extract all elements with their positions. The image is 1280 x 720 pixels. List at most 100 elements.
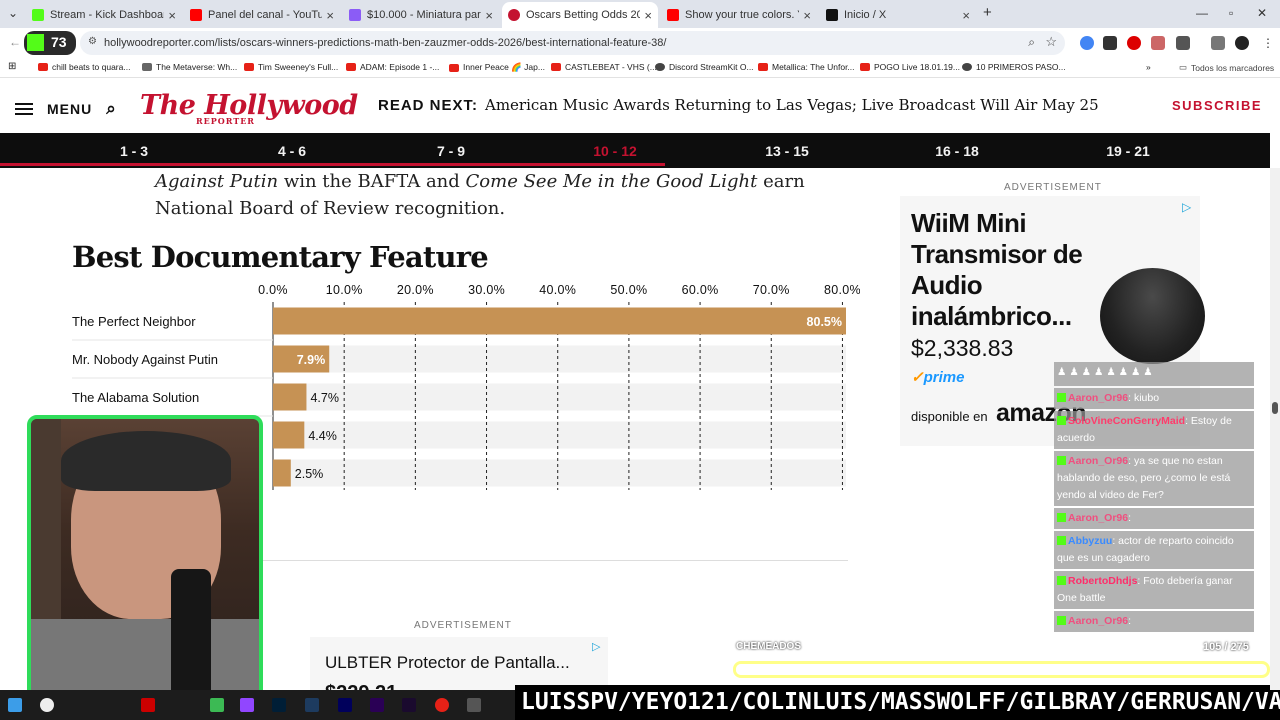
read-next-link[interactable]: American Music Awards Returning to Las V… [485,96,1099,114]
bookmarks-folder[interactable]: ▭ Todos los marcadores [1179,62,1274,73]
category-label: Mr. Nobody Against Putin [72,352,218,367]
taskbar-app-icon[interactable] [210,698,224,712]
menu-button[interactable]: MENU ⌕ [15,99,117,119]
bookmark-label: Metallica: The Unfor... [772,62,855,72]
browser-tab-3[interactable]: Oscars Betting Odds 2026: Predictions× [502,2,658,28]
bookmark-label: Inner Peace 🌈 Jap... [463,62,545,72]
close-icon[interactable]: × [803,7,811,23]
close-icon[interactable]: × [644,7,652,23]
page-link-7-9[interactable]: 7 - 9 [436,143,466,159]
bookmark-label: chill beats to quara... [52,62,131,72]
page-link-13-15[interactable]: 13 - 15 [765,143,809,159]
bar [273,383,307,411]
search-icon[interactable]: ⌕ [106,99,117,118]
taskbar-app-icon[interactable] [467,698,481,712]
chat-username: SoloVineConGerryMaid [1068,415,1186,427]
paragraph-text: win the BAFTA and [278,171,466,192]
browser-tab-1[interactable]: Panel del canal - YouTube Studio× [184,2,340,28]
extension-icon[interactable] [1080,36,1094,50]
media-control-icon[interactable] [1211,36,1225,50]
tab-search-icon[interactable]: ⌄ [8,6,19,20]
extension-icon[interactable] [1127,36,1141,50]
bookmark-label: 10 PRIMEROS PASO... [976,62,1066,72]
page-scrollbar[interactable] [1270,168,1280,690]
row-background [273,383,846,411]
bookmark-item[interactable]: Metallica: The Unfor... [758,62,855,72]
browser-tab-2[interactable]: $10.000 - Miniatura para YouTube × [343,2,499,28]
close-icon[interactable]: × [485,7,493,23]
bookmark-star-icon[interactable]: ☆ [1045,34,1057,49]
window-close-button[interactable]: ✕ [1257,6,1268,20]
back-icon[interactable]: ← [9,35,21,49]
new-tab-button[interactable]: + [983,4,992,21]
paragraph-text: earn National Board of Review recognitio… [155,171,805,219]
scrollbar-thumb[interactable] [1272,402,1278,414]
bookmarks-overflow-icon[interactable]: » [1146,62,1151,72]
bookmark-item[interactable]: POGO Live 18.01.19... [860,62,960,72]
windows-start-icon[interactable] [8,698,22,712]
browser-tab-0[interactable]: Stream - Kick Dashboard × [26,2,182,28]
bookmark-item[interactable]: 10 PRIMEROS PASO... [962,62,1066,72]
webcam-overlay [27,415,263,705]
taskbar-app-icon[interactable] [435,698,449,712]
browser-menu-icon[interactable]: ⋮ [1262,36,1274,50]
tick-label: 80.0% [824,283,860,297]
bookmark-item[interactable]: ADAM: Episode 1 -... [346,62,439,72]
kick-extension-badge[interactable]: 73 [24,31,76,55]
taskbar-app-icon[interactable] [240,698,254,712]
bar [273,345,330,373]
chat-username: Aaron_Or96 [1068,455,1129,467]
page-link-19-21[interactable]: 19 - 21 [1106,143,1150,159]
profile-avatar-icon[interactable] [1235,36,1249,50]
extension-icon[interactable] [1151,36,1165,50]
close-icon[interactable]: × [168,7,176,23]
close-icon[interactable]: × [326,7,334,23]
subscribe-link[interactable]: SUBSCRIBE [1172,98,1263,113]
bookmark-item[interactable]: Inner Peace 🌈 Jap... [449,62,545,73]
minimize-button[interactable]: — [1196,6,1208,20]
bookmark-item[interactable]: Tim Sweeney's Full... [244,62,338,72]
page-link-4-6[interactable]: 4 - 6 [277,143,307,159]
page-link-10-12[interactable]: 10 - 12 [593,143,637,159]
browser-tab-5[interactable]: Inicio / X × [820,2,976,28]
taskbar-app-icon[interactable] [141,698,155,712]
product-image [1100,268,1205,364]
bookmark-item[interactable]: chill beats to quara... [38,62,130,72]
chat-message: SoloVineConGerryMaid: Estoy de acuerdo [1054,411,1254,449]
premiere-icon[interactable] [370,698,384,712]
chat-message: Aaron_Or96: [1054,611,1254,632]
site-logo[interactable]: The Hollywood REPORTER [140,90,358,126]
hamburger-icon [15,102,33,116]
chat-username: Aaron_Or96 [1068,512,1129,524]
close-icon[interactable]: × [962,7,970,23]
bookmark-item[interactable]: Discord StreamKit O... [655,62,754,72]
apps-grid-icon[interactable]: ⊞ [8,61,17,72]
bookmark-item[interactable]: CASTLEBEAT - VHS (... [551,62,657,72]
url-text: hollywoodreporter.com/lists/oscars-winne… [104,37,667,49]
film-title: Against Putin [155,171,279,192]
youtube-icon [190,9,202,21]
adchoices-icon[interactable]: ▷ [592,641,601,653]
bookmark-item[interactable]: The Metaverse: Wh... [142,62,237,72]
film-title: Come See Me in the Good Light [465,171,758,192]
page-link-16-18[interactable]: 16 - 18 [935,143,979,159]
lightroom-icon[interactable] [305,698,319,712]
page-link-1-3[interactable]: 1 - 3 [119,143,149,159]
adchoices-icon[interactable]: ▷ [1182,200,1192,214]
tab-title: Oscars Betting Odds 2026: Predictions [526,9,641,21]
site-info-icon[interactable]: ⚙ [88,36,97,47]
zoom-icon[interactable]: ⌕ [1028,35,1035,49]
after-effects-icon[interactable] [402,698,416,712]
maximize-button[interactable]: ▫ [1229,6,1234,20]
amazon-ad[interactable]: ▷ WiiM Mini Transmisor de Audio inalámbr… [900,196,1205,446]
search-icon[interactable] [40,698,54,712]
extensions-puzzle-icon[interactable] [1176,36,1190,50]
audition-icon[interactable] [338,698,352,712]
extension-icon[interactable] [1103,36,1117,50]
address-bar[interactable]: ⚙ hollywoodreporter.com/lists/oscars-win… [80,31,1065,55]
browser-tab-strip: ⌄ Stream - Kick Dashboard × Panel del can… [0,0,1280,28]
article-paragraph: Against Putin win the BAFTA and Come See… [155,168,815,222]
browser-tab-4[interactable]: Show your true colors. YouTube × [661,2,817,28]
chat-message: Aaron_Or96: ya se que no estan hablando … [1054,451,1254,506]
photoshop-icon[interactable] [272,698,286,712]
